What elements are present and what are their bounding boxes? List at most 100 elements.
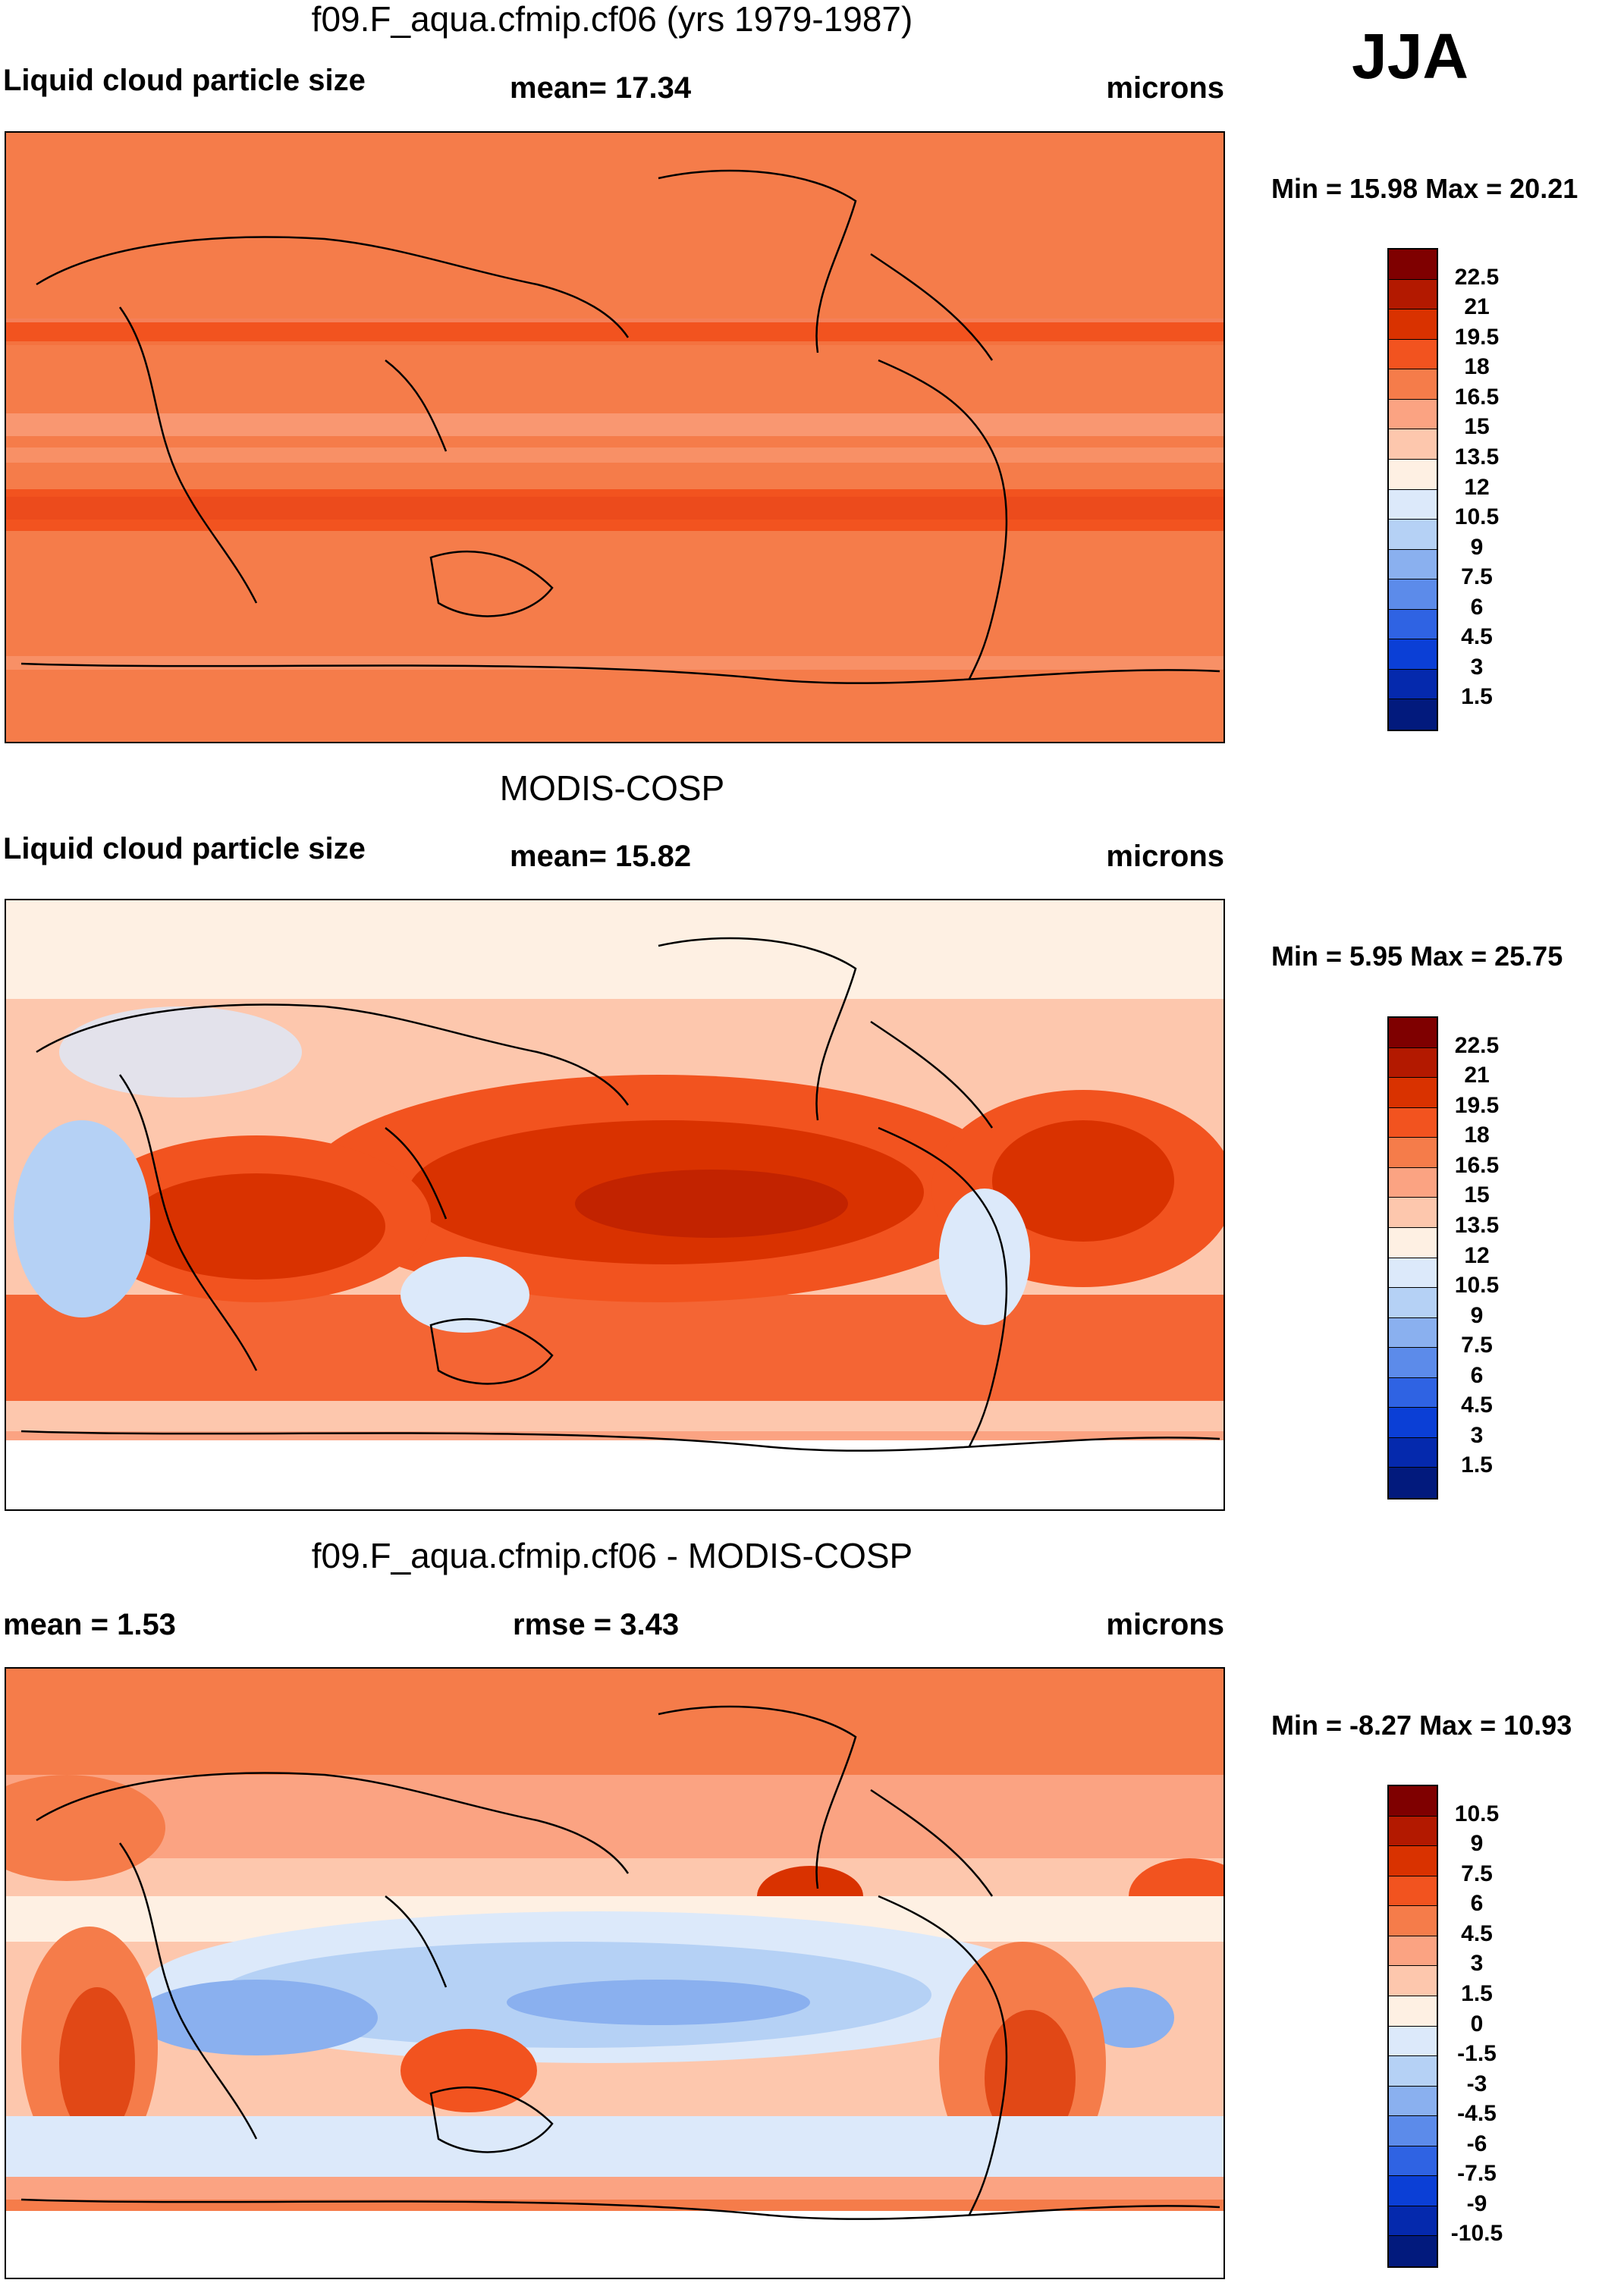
colorbar-tick-label: 1.5 — [1461, 1452, 1493, 1478]
colorbar-tick-label: 22.5 — [1454, 264, 1500, 290]
coastline — [429, 550, 554, 617]
panel-2-region — [401, 1257, 529, 1333]
panel-3-region — [59, 1987, 135, 2139]
colorbar-tick-label: 12 — [1464, 1242, 1490, 1268]
colorbar-tick-label: 22.5 — [1454, 1032, 1500, 1058]
panel-3-colorbar — [1387, 1785, 1438, 2268]
colorbar-tick-label: 7.5 — [1461, 1333, 1493, 1358]
coastline — [36, 1772, 630, 1874]
colorbar-swatch — [1389, 1258, 1437, 1289]
panel-2-minmax: Min = 5.95 Max = 25.75 — [1271, 941, 1563, 972]
colorbar-tick-label: 3 — [1470, 654, 1484, 680]
colorbar-swatch — [1389, 1138, 1437, 1168]
colorbar-swatch — [1389, 639, 1437, 670]
colorbar-swatch — [1389, 399, 1437, 430]
coastline — [878, 1126, 1008, 1447]
colorbar-swatch — [1389, 459, 1437, 490]
panel-1-coastlines — [20, 169, 1220, 684]
colorbar-swatch — [1389, 1317, 1437, 1349]
panel-2-region — [127, 1173, 385, 1280]
colorbar-swatch — [1389, 699, 1437, 730]
colorbar-swatch — [1389, 2056, 1437, 2087]
panel-2-region — [59, 1006, 302, 1098]
panel-3-missing-antarctica — [6, 2211, 1223, 2278]
panel-3-region — [401, 2029, 537, 2112]
panel-3-region — [6, 1669, 1223, 1775]
colorbar-swatch — [1389, 520, 1437, 550]
panel-1-field-base — [6, 133, 1223, 742]
panel-3-region — [985, 2010, 1076, 2146]
colorbar-tick-label: 9 — [1470, 534, 1484, 560]
colorbar-swatch — [1389, 1816, 1437, 1847]
panel-1-band — [6, 447, 1223, 463]
coastline — [385, 360, 448, 452]
panel-1-band — [6, 322, 1223, 341]
panel-2-region — [6, 1401, 1223, 1431]
panel-2-region — [939, 1189, 1030, 1325]
colorbar-tick-label: 12 — [1464, 474, 1490, 500]
colorbar-swatch — [1389, 489, 1437, 520]
colorbar-tick-label: 16.5 — [1454, 384, 1500, 410]
panel-2-missing-antarctica — [6, 1440, 1223, 1509]
colorbar-swatch — [1389, 2086, 1437, 2117]
colorbar-tick-label: -6 — [1466, 2131, 1487, 2156]
colorbar-swatch — [1389, 250, 1437, 280]
colorbar-tick-label: 9 — [1470, 1831, 1484, 1857]
colorbar-swatch — [1389, 1846, 1437, 1876]
colorbar-swatch — [1389, 1437, 1437, 1468]
panel-2-title: MODIS-COSP — [499, 768, 725, 808]
colorbar-tick-label: -9 — [1466, 2190, 1487, 2216]
coastline — [870, 1788, 994, 1897]
panel-2-coastlines — [20, 937, 1220, 1452]
colorbar-tick-label: 19.5 — [1454, 324, 1500, 350]
panel-2-variable-label: Liquid cloud particle size — [3, 832, 366, 865]
panel-1-map — [5, 131, 1225, 743]
colorbar-swatch — [1389, 1018, 1437, 1048]
colorbar-swatch — [1389, 1468, 1437, 1498]
colorbar-tick-label: 10.5 — [1454, 504, 1500, 530]
colorbar-swatch — [1389, 1227, 1437, 1258]
colorbar-tick-label: 19.5 — [1454, 1092, 1500, 1118]
colorbar-tick-label: 6 — [1470, 594, 1484, 620]
colorbar-tick-label: 13.5 — [1454, 444, 1500, 469]
coastline — [658, 1705, 857, 1889]
colorbar-swatch — [1389, 2116, 1437, 2146]
colorbar-tick-label: -4.5 — [1457, 2101, 1497, 2127]
colorbar-tick-label: 21 — [1464, 1063, 1490, 1088]
coastline — [658, 169, 857, 353]
panel-3-region — [6, 1775, 1223, 1858]
panel-3-minmax: Min = -8.27 Max = 10.93 — [1271, 1710, 1572, 1741]
panel-1-mean: mean= 17.34 — [510, 71, 692, 105]
coastline — [118, 1842, 258, 2140]
colorbar-tick-label: -3 — [1466, 2071, 1487, 2096]
colorbar-swatch — [1389, 579, 1437, 610]
colorbar-tick-label: -10.5 — [1450, 2221, 1503, 2247]
colorbar-swatch — [1389, 1906, 1437, 1936]
coastline — [20, 2198, 1220, 2220]
colorbar-swatch — [1389, 669, 1437, 700]
coastline — [429, 2086, 554, 2153]
colorbar-tick-label: 4.5 — [1461, 624, 1493, 650]
colorbar-swatch — [1389, 1876, 1437, 1907]
panel-3-coastlines — [20, 1705, 1220, 2220]
panel-1-title: f09.F_aqua.cfmip.cf06 (yrs 1979-1987) — [311, 0, 913, 39]
colorbar-tick-label: 15 — [1464, 414, 1490, 440]
colorbar-swatch — [1389, 609, 1437, 640]
colorbar-swatch — [1389, 2146, 1437, 2177]
coastline — [20, 662, 1220, 684]
panel-2-region — [992, 1120, 1174, 1242]
colorbar-tick-label: 7.5 — [1461, 564, 1493, 590]
panel-1-minmax: Min = 15.98 Max = 20.21 — [1271, 173, 1578, 204]
colorbar-swatch — [1389, 1408, 1437, 1438]
coastline — [118, 306, 258, 604]
colorbar-swatch — [1389, 1936, 1437, 1967]
panel-3-region — [6, 1775, 165, 1881]
panel-2-region — [6, 900, 1223, 999]
coastline — [429, 1317, 554, 1385]
panel-3-units: microns — [1106, 1608, 1224, 1641]
panel-3-region — [1083, 1987, 1174, 2048]
panel-1-colorbar — [1387, 248, 1438, 731]
coastline — [36, 236, 630, 338]
panel-3-map-svg — [6, 1669, 1223, 2278]
colorbar-swatch — [1389, 2026, 1437, 2057]
